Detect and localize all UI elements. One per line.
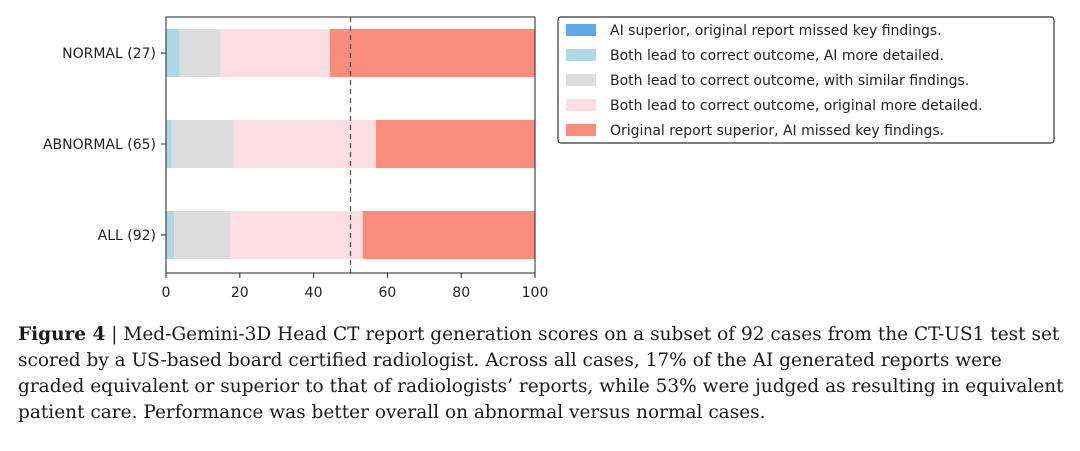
legend-swatch [566,124,596,136]
x-tick-label: 100 [522,285,549,301]
x-tick-label: 60 [378,285,396,301]
legend-swatch [566,24,596,36]
caption-text: Med-Gemini-3D Head CT report generation … [18,324,1064,423]
legend-entry-label: AI superior, original report missed key … [610,23,942,39]
legend-entry-label: Both lead to correct outcome, original m… [610,98,983,114]
bars-layer [166,29,535,259]
bar-segment-2-1 [166,211,175,259]
bar-segment-1-3 [233,120,376,168]
bar-segment-0-2 [179,29,221,77]
legend-entry-label: Original report superior, AI missed key … [610,123,944,139]
bar-segment-2-4 [362,211,535,259]
x-tick-label: 80 [452,285,470,301]
bar-segment-2-2 [174,211,231,259]
y-tick-label: ALL (92) [98,228,156,244]
legend-swatch [566,74,596,86]
bar-segment-1-2 [171,120,234,168]
legend-entry-label: Both lead to correct outcome, AI more de… [610,48,944,64]
legend: AI superior, original report missed key … [557,16,1055,144]
bar-segment-0-1 [166,29,180,77]
legend-swatch [566,99,596,111]
bar-segment-2-3 [230,211,363,259]
bar-segment-1-4 [375,120,535,168]
bar-segment-0-4 [329,29,535,77]
y-axis: NORMAL (27) ABNORMAL (65) ALL (92) [43,46,166,244]
y-tick-label: NORMAL (27) [62,46,156,62]
caption-label: Figure 4 [18,324,106,345]
caption-separator: | [105,324,124,345]
x-axis: 0 20 40 60 80 100 [162,273,549,301]
bar-segment-0-3 [220,29,330,77]
plot-frame [165,16,536,274]
x-tick-label: 0 [162,285,171,301]
legend-box [557,16,1055,144]
x-tick-label: 20 [231,285,249,301]
bar-segment-1-1 [166,120,172,168]
legend-entry-label: Both lead to correct outcome, with simil… [610,73,969,89]
figure-caption: Figure 4 | Med-Gemini-3D Head CT report … [18,322,1070,426]
stacked-bar-chart: NORMAL (27) ABNORMAL (65) ALL (92) 0 20 40 60… [43,16,1055,301]
legend-swatch [566,49,596,61]
x-tick-label: 40 [305,285,323,301]
y-tick-label: ABNORMAL (65) [43,137,156,153]
